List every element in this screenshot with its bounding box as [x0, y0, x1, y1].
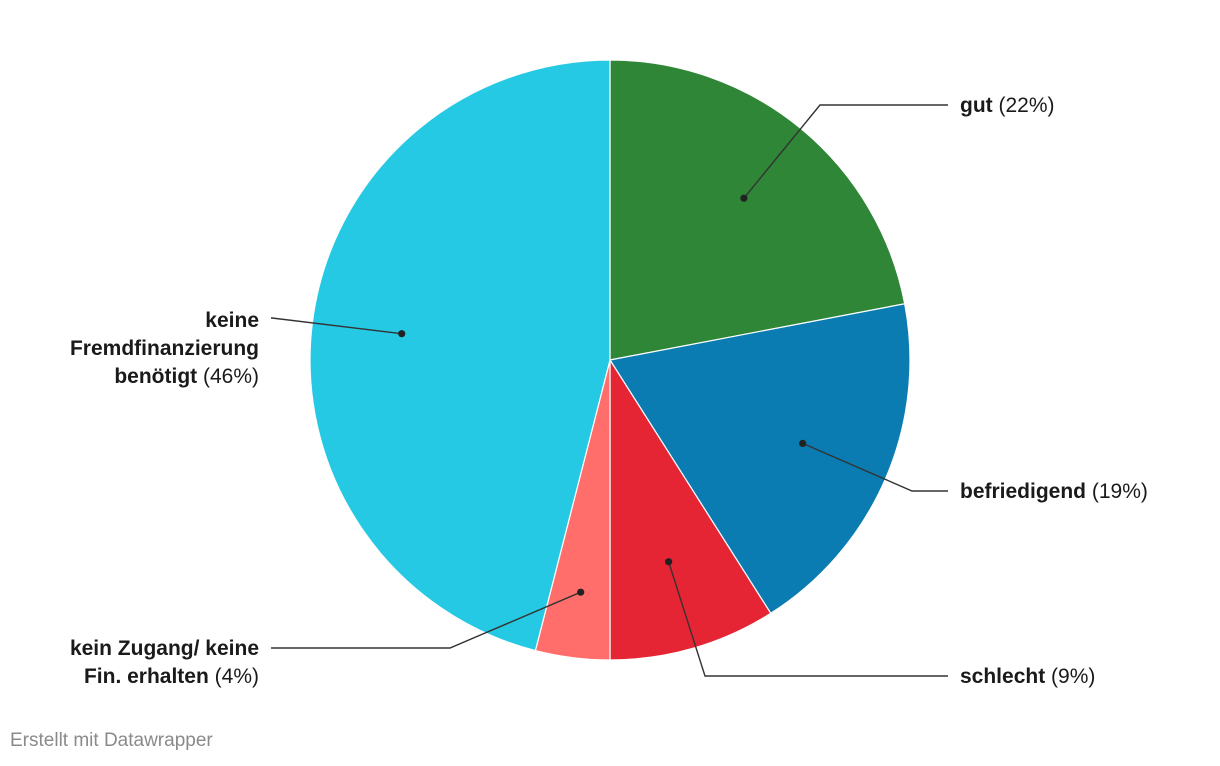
- anchor-dot-befriedigend: [799, 439, 807, 447]
- leader-line-gut: [743, 104, 948, 199]
- leader-line-kein-zugang-keine-fin-erhalten: [271, 591, 581, 649]
- leader-lines: [271, 104, 948, 677]
- anchor-dot-kein-zugang-keine-fin-erhalten: [577, 588, 585, 596]
- slice-label-befriedigend: befriedigend (19%): [960, 480, 1148, 503]
- anchor-dot-schlecht: [665, 558, 673, 566]
- pie-slice-schlecht: [609, 357, 772, 661]
- anchor-dot-keine-fremdfinanzierung-benötigt: [398, 330, 406, 338]
- pie-slices: [309, 59, 911, 661]
- leader-line-befriedigend: [802, 442, 948, 492]
- leader-line-schlecht: [667, 561, 948, 677]
- datawrapper-credit: Erstellt mit Datawrapper: [10, 730, 213, 751]
- leader-line-keine-fremdfinanzierung-benötigt: [271, 317, 402, 335]
- slice-label-gut: gut (22%): [960, 94, 1055, 117]
- slice-label-kein-zugang-keine-fin-erhalten: kein Zugang/ keine Fin. erhalten (4%): [70, 637, 259, 688]
- slice-label-keine-fremdfinanzierung-benötigt: keine Fremdfinanzierung benötigt (46%): [70, 309, 259, 388]
- anchor-dot-gut: [740, 194, 748, 202]
- slice-label-schlecht: schlecht (9%): [960, 665, 1095, 688]
- slice-labels: gut (22%) befriedigend (19%) schlecht (9%)…: [70, 94, 1148, 688]
